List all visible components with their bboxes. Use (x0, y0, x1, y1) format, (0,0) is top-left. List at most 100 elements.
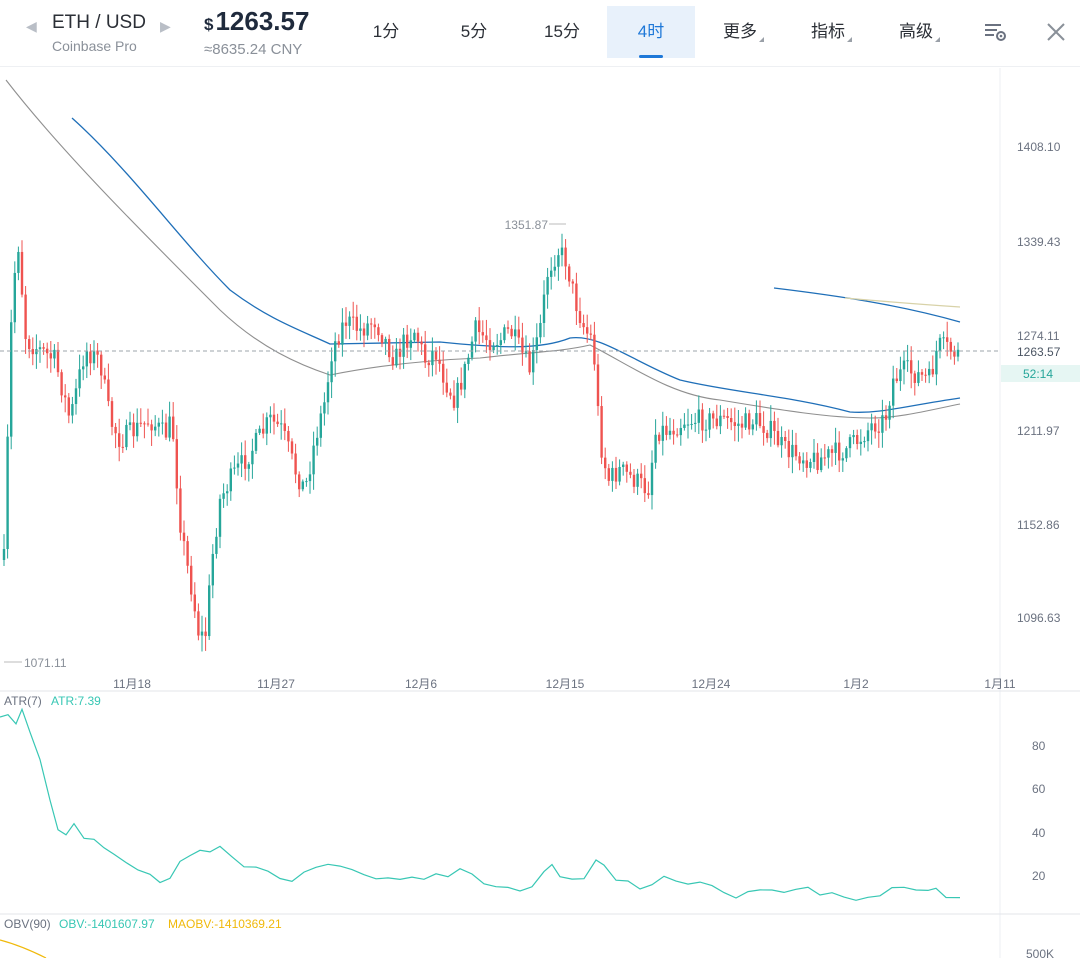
candle-body (31, 349, 34, 355)
candle-body (74, 388, 78, 405)
candle-body (240, 455, 243, 464)
dropdown-corner-icon (935, 37, 940, 42)
tab-advanced[interactable]: 高级 (872, 6, 960, 58)
price-cny: ≈8635.24 CNY (204, 41, 303, 58)
candle-body (420, 341, 423, 345)
candle-body (175, 439, 178, 489)
candle-body (294, 453, 297, 475)
tab-more[interactable]: 更多 (696, 6, 784, 58)
candle-body (467, 357, 470, 364)
ma-khaki-line (844, 297, 961, 308)
candle-body (197, 611, 200, 636)
candle-body (20, 251, 24, 295)
candle-body (848, 437, 852, 449)
next-arrow-icon[interactable]: ▶ (160, 18, 171, 34)
tab-label: 15分 (544, 22, 580, 41)
candle-body (827, 449, 830, 458)
candle-body (442, 363, 445, 383)
candle-body (107, 379, 110, 402)
candle-body (931, 368, 934, 375)
candle-body (949, 341, 952, 352)
candle-body (6, 436, 9, 550)
ma-blue-upper-line (773, 287, 961, 323)
ma-blue-line (71, 117, 961, 413)
tab-5min[interactable]: 5分 (430, 6, 518, 58)
y-tick: 1096.63 (1017, 611, 1061, 625)
candle-body (884, 415, 888, 420)
candle-body (478, 320, 481, 333)
candle-body (604, 457, 607, 469)
candle-body (956, 349, 960, 357)
candle-body (244, 455, 247, 469)
tab-1min[interactable]: 1分 (342, 6, 430, 58)
candle-body (402, 334, 405, 357)
x-tick: 1月2 (843, 677, 869, 691)
candle-body (470, 341, 474, 358)
obv-y-tick: 500K (1026, 947, 1054, 958)
candle-body (474, 320, 477, 342)
candle-body (751, 424, 754, 430)
y-tick: 1408.10 (1017, 140, 1061, 154)
candle-body (578, 311, 582, 324)
candle-body (118, 433, 121, 447)
candle-body (100, 354, 103, 376)
candle-body (726, 415, 729, 418)
candle-body (434, 350, 438, 360)
candle-body (485, 335, 488, 341)
chart-area[interactable]: 1351.87 1071.11 1408.10 1339.43 1274.11 … (0, 68, 1080, 961)
prev-arrow-icon[interactable]: ◀ (26, 18, 37, 34)
candle-body (823, 457, 826, 459)
candle-body (89, 351, 92, 364)
y-tick: 1152.86 (1017, 518, 1060, 532)
candle-body (535, 337, 538, 350)
chart-settings-icon[interactable] (982, 18, 1010, 46)
candle-body (586, 327, 589, 334)
tab-4h[interactable]: 4时 (607, 6, 695, 58)
candle-body (744, 413, 747, 428)
tab-label: 指标 (811, 22, 845, 41)
candle-body (805, 460, 808, 468)
candle-body (568, 266, 571, 282)
candle-body (316, 437, 319, 446)
candle-body (488, 340, 492, 351)
candle-body (128, 422, 132, 425)
tab-15min[interactable]: 15分 (518, 6, 606, 58)
candle-body (661, 425, 664, 441)
candle-body (791, 444, 794, 458)
candle-body (265, 417, 268, 434)
last-price: $1263.57 (204, 6, 309, 37)
candle-body (834, 442, 837, 453)
pair-name[interactable]: ETH / USD (52, 12, 146, 33)
candle-body (589, 333, 592, 335)
candle-body (132, 422, 135, 437)
candle-body (460, 382, 463, 390)
dropdown-corner-icon (847, 37, 852, 42)
candle-body (161, 422, 164, 424)
candle-body (643, 478, 646, 494)
candle-body (193, 594, 196, 612)
atr-legend-title: ATR(7) (4, 694, 42, 708)
current-price-label: 1263.57 (1017, 345, 1061, 359)
price-y-axis: 1408.10 1339.43 1274.11 1211.97 1152.86 … (1017, 140, 1061, 625)
candle-body (902, 360, 906, 370)
candle-body (769, 420, 772, 439)
candle-body (852, 435, 855, 438)
candle-body (719, 415, 722, 427)
atr-legend: ATR(7) ATR:7.39 (4, 694, 101, 708)
candle-body (272, 414, 276, 422)
candle-body (334, 341, 337, 362)
candle-body (125, 424, 128, 448)
close-icon[interactable] (1042, 18, 1070, 46)
candle-body (859, 441, 862, 445)
candle-body (499, 340, 502, 345)
candle-body (236, 463, 240, 468)
candle-body (564, 247, 567, 267)
candle-body (312, 445, 315, 475)
candle-body (539, 322, 542, 338)
candle-body (690, 423, 693, 425)
tab-indicators[interactable]: 指标 (784, 6, 872, 58)
candle-body (254, 432, 258, 451)
low-price-label: 1071.11 (24, 656, 67, 670)
price-chart-svg[interactable]: 1351.87 1071.11 1408.10 1339.43 1274.11 … (0, 68, 1080, 961)
candle-body (146, 423, 150, 425)
